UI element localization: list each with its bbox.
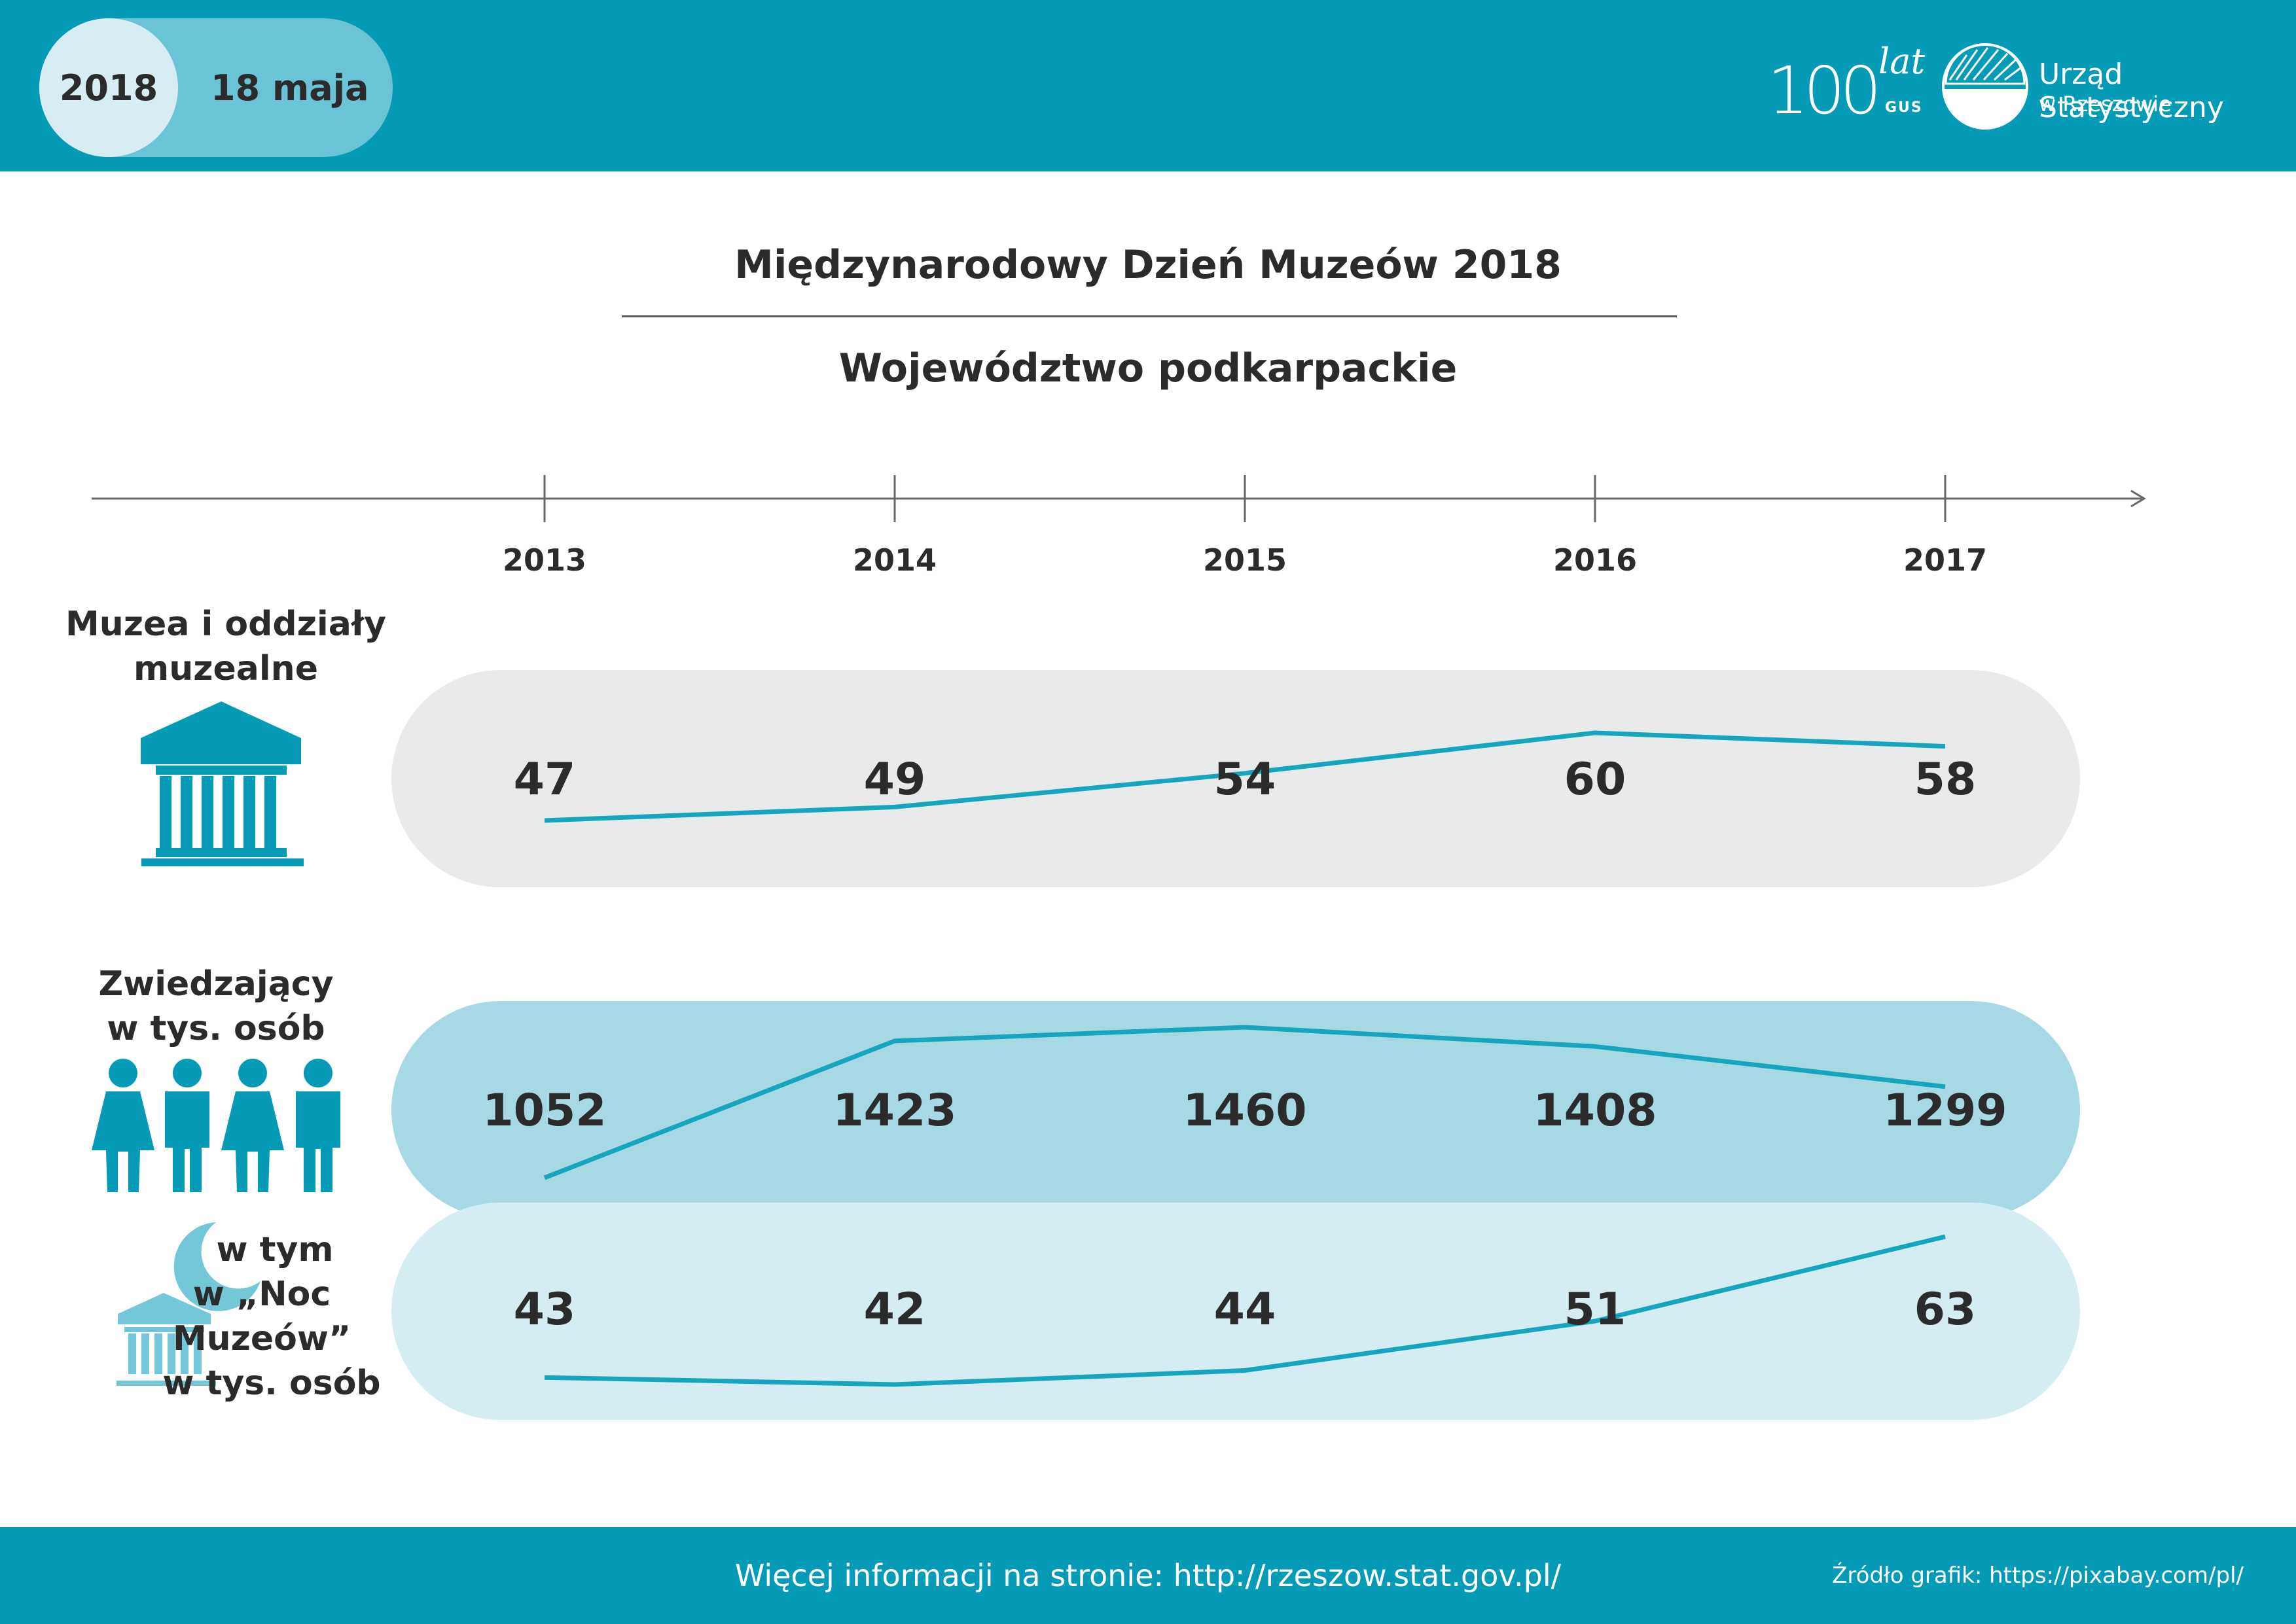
page-title: Międzynarodowy Dzień Muzeów 2018 [734, 242, 1562, 288]
footer-bar: Więcej informacji na stronie: http://rze… [0, 1527, 2296, 1624]
row-label-line: w tym [216, 1230, 334, 1269]
data-label: 51 [1564, 1284, 1626, 1335]
row-label-line: w „Noc Muzeów” [172, 1275, 351, 1358]
data-label: 1408 [1533, 1085, 1657, 1137]
row-label-night: w tym w „Noc Muzeów” w tys. osób [98, 1227, 425, 1405]
date-label: 18 maja [211, 67, 369, 109]
data-label: 54 [1214, 754, 1276, 805]
row-label-line: w tys. osób [107, 1009, 325, 1048]
series-band [391, 1203, 2080, 1420]
data-label: 1052 [482, 1085, 606, 1137]
axis-arrow-icon [2130, 489, 2146, 508]
row-label-line: w tys. osób [162, 1364, 381, 1403]
footer-info-link[interactable]: Więcej informacji na stronie: http://rze… [734, 1558, 1562, 1593]
date-pill: 2018 18 maja [39, 18, 393, 157]
header-bar: 2018 18 maja 100 lat GUS Urząd Statystyc… [0, 0, 2296, 171]
museum-night-icon [117, 1222, 260, 1386]
data-label: 60 [1564, 754, 1626, 805]
visitors-icon [92, 1059, 340, 1192]
data-label: 63 [1914, 1284, 1977, 1335]
row-label-line: muzealne [134, 649, 318, 688]
logo-lat-text: lat [1878, 41, 1926, 82]
data-label: 1423 [833, 1085, 956, 1137]
series-line [544, 730, 1946, 823]
gus-100-logo: 100 lat GUS [1767, 39, 1937, 131]
tick-label: 2016 [1553, 542, 1637, 578]
logo-gus-text: GUS [1885, 99, 1923, 116]
museum-icon [141, 701, 304, 866]
tick-label: 2013 [503, 542, 586, 578]
tick-label: 2017 [1903, 542, 1987, 578]
page-subtitle: Województwo podkarpackie [838, 345, 1458, 391]
logo-100-number: 100 [1767, 52, 1882, 129]
series-band [391, 670, 2080, 887]
us-logo-icon [1942, 43, 2028, 130]
data-label: 44 [1214, 1284, 1276, 1335]
row-label-line: Muzea i oddziały [65, 605, 386, 644]
series-line [543, 1025, 1946, 1180]
data-label: 42 [864, 1284, 926, 1335]
footer-source: Źródło grafik: https://pixabay.com/pl/ [1832, 1562, 2244, 1589]
row-label-visitors: Zwiedzający w tys. osób [39, 962, 393, 1051]
org-city: w Rzeszowie [2039, 92, 2172, 116]
year-badge: 2018 [39, 18, 178, 157]
tick-label: 2015 [1203, 542, 1287, 578]
row-label-museums: Muzea i oddziały muzealne [39, 602, 412, 691]
tick-label: 2014 [853, 542, 937, 578]
org-name: Urząd Statystyczny [2039, 58, 2224, 124]
row-label-line: Zwiedzający [98, 964, 334, 1004]
data-label: 43 [514, 1284, 576, 1335]
data-label: 49 [864, 754, 926, 805]
data-label: 1460 [1183, 1085, 1306, 1137]
data-label: 1299 [1883, 1085, 2007, 1137]
title-divider [622, 315, 1677, 317]
data-label: 58 [1914, 754, 1977, 805]
data-label: 47 [514, 754, 576, 805]
series-line [544, 1234, 1946, 1387]
